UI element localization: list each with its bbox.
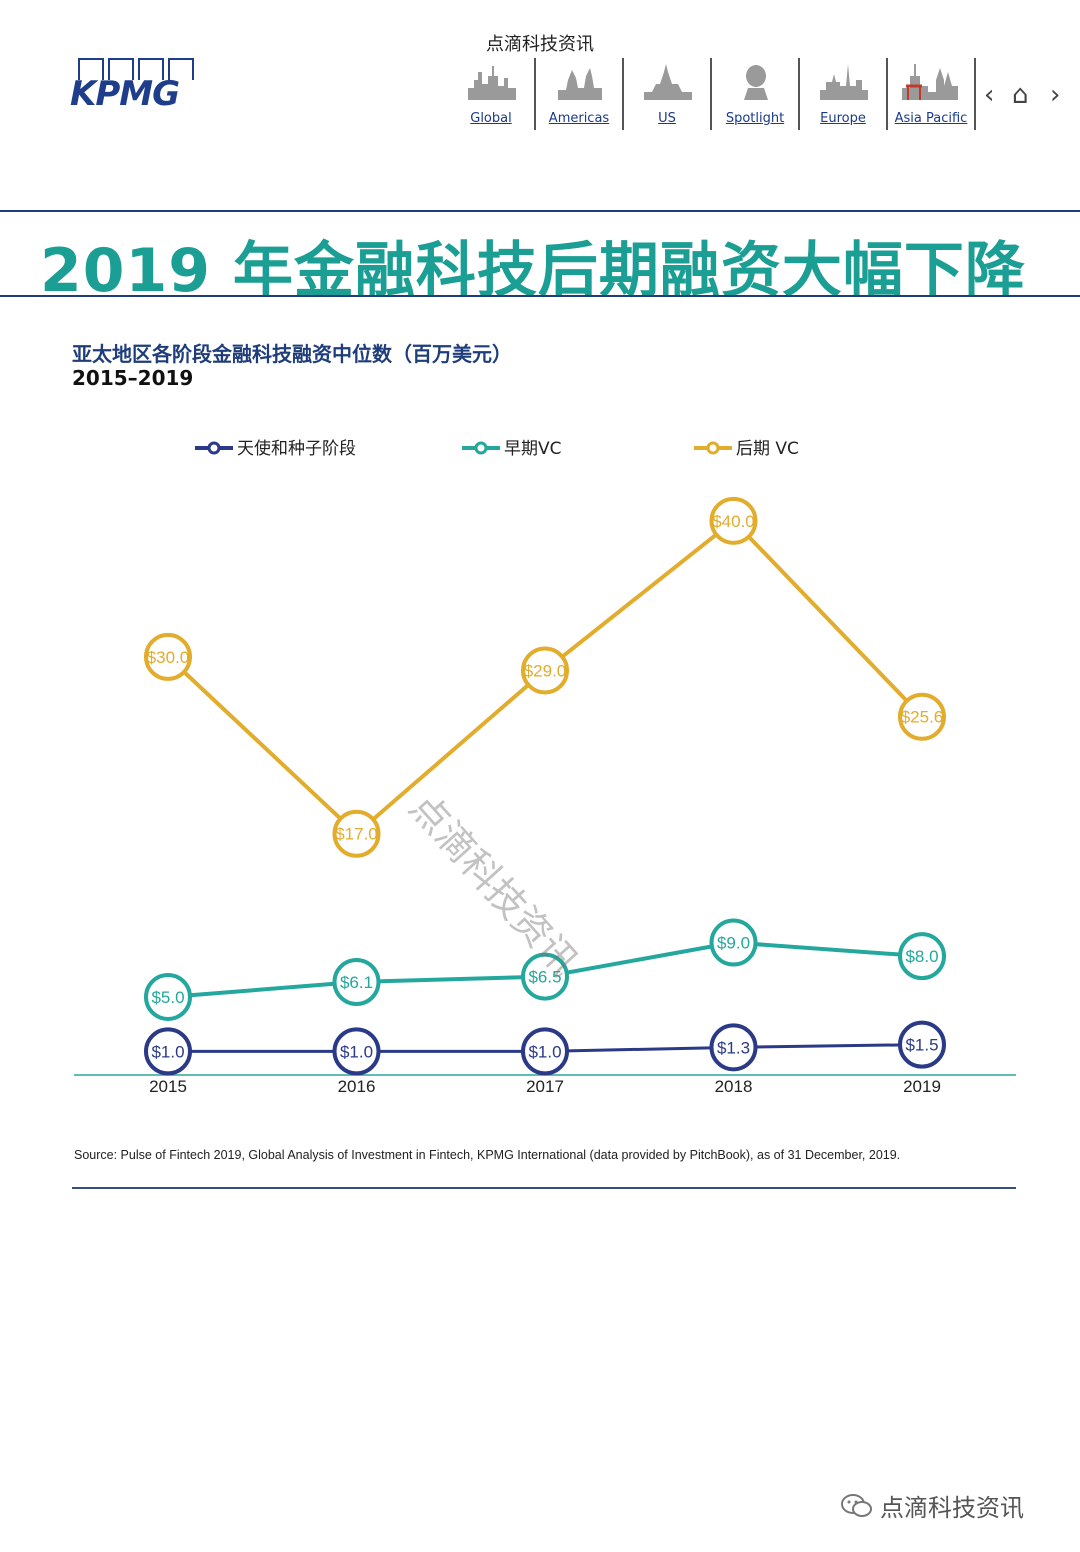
data-point <box>144 1027 192 1076</box>
nav-item-asia-pacific[interactable]: Asia Pacific <box>888 58 976 130</box>
title-rule-top <box>0 210 1080 212</box>
nav-label: US <box>658 111 676 126</box>
data-point <box>709 1023 758 1072</box>
legend-label: 天使和种子阶段 <box>237 438 356 459</box>
chevron-right-icon[interactable]: › <box>1050 80 1061 110</box>
chart-subtitle: 2015–2019 <box>72 366 194 390</box>
data-label: $1.0 <box>151 1042 184 1061</box>
source-rule <box>72 1187 1016 1189</box>
nav-item-us[interactable]: US <box>624 58 712 130</box>
data-point <box>144 632 192 681</box>
line-chart: 天使和种子阶段 早期VC 后期 VC $1.0 $1.0 $1.0 $1.3 $1.5 $5.0… <box>74 438 1016 1096</box>
data-label: $1.0 <box>340 1042 373 1061</box>
page-title: 2019 年金融科技后期融资大幅下降 <box>40 236 1026 306</box>
data-point <box>521 952 569 1001</box>
x-tick-label: 2017 <box>526 1077 564 1096</box>
x-tick-label: 2019 <box>903 1077 941 1096</box>
data-point <box>144 972 192 1021</box>
data-label: $9.0 <box>717 934 750 953</box>
us-skyline-icon <box>644 64 692 100</box>
europe-skyline-icon <box>820 64 868 100</box>
data-label: $6.1 <box>340 973 373 992</box>
data-label: $17.0 <box>335 825 378 844</box>
legend-marker <box>474 441 488 455</box>
data-label: $1.3 <box>717 1038 750 1057</box>
logo-text: KPMG <box>70 74 180 114</box>
data-label: $29.0 <box>524 661 567 680</box>
data-label: $25.6 <box>901 708 944 727</box>
data-point <box>709 496 758 545</box>
nav-item-americas[interactable]: Americas <box>536 58 624 130</box>
data-label: $30.0 <box>147 648 190 667</box>
wechat-icon <box>841 1493 872 1517</box>
x-tick-label: 2015 <box>149 1077 187 1096</box>
data-label: $1.5 <box>905 1036 938 1055</box>
data-point <box>332 809 381 858</box>
spotlight-bust-icon <box>744 65 768 100</box>
data-label: $6.5 <box>528 968 561 987</box>
nav-label: Spotlight <box>725 111 785 126</box>
title-rule-bottom <box>0 295 1080 297</box>
asia-pacific-skyline-icon <box>902 64 958 100</box>
data-point <box>898 692 946 741</box>
bottom-watermark: 点滴科技资讯 <box>840 1488 1024 1523</box>
source-note: Source: Pulse of Fintech 2019, Global An… <box>74 1148 901 1162</box>
bottom-watermark-text: 点滴科技资讯 <box>880 1494 1024 1522</box>
legend-label: 早期VC <box>504 439 562 459</box>
x-tick-label: 2016 <box>338 1077 376 1096</box>
region-nav: Global Americas US Spotlight Europe Asia… <box>448 58 976 132</box>
data-point <box>332 958 381 1007</box>
data-point <box>898 932 946 981</box>
data-label: $40.0 <box>712 512 755 531</box>
home-icon[interactable]: ⌂ <box>1012 80 1029 110</box>
chart-title: 亚太地区各阶段金融科技融资中位数（百万美元） <box>72 342 512 366</box>
nav-item-spotlight[interactable]: Spotlight <box>712 58 800 130</box>
nav-label: Global <box>470 111 512 126</box>
chevron-left-icon[interactable]: ‹ <box>984 80 995 110</box>
data-label: $5.0 <box>151 988 184 1007</box>
data-point <box>709 918 758 967</box>
data-label: $1.0 <box>528 1042 561 1061</box>
legend-marker <box>706 441 720 455</box>
nav-item-global[interactable]: Global <box>448 58 536 130</box>
nav-item-europe[interactable]: Europe <box>800 58 888 130</box>
nav-label: Asia Pacific <box>894 111 968 126</box>
americas-skyline-icon <box>558 68 602 100</box>
top-watermark: 点滴科技资讯 <box>486 34 594 55</box>
data-point <box>332 1027 381 1076</box>
legend-label: 后期 VC <box>736 439 799 459</box>
nav-label: Americas <box>548 111 610 126</box>
data-point <box>521 1027 569 1076</box>
nav-label: Europe <box>820 111 866 126</box>
data-point <box>898 1020 946 1069</box>
x-tick-label: 2018 <box>715 1077 753 1096</box>
global-skyline-icon <box>468 66 516 100</box>
kpmg-logo: KPMG <box>70 58 194 116</box>
legend-marker <box>207 441 221 455</box>
data-point <box>521 646 569 695</box>
logo-blocks <box>78 58 194 80</box>
data-label: $8.0 <box>905 947 938 966</box>
